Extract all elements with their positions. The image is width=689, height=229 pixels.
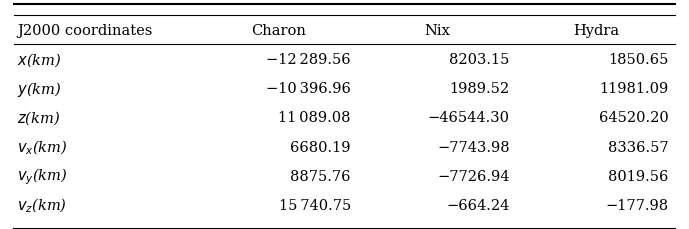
Text: −7726.94: −7726.94	[437, 169, 510, 183]
Text: $y$(km): $y$(km)	[17, 79, 62, 98]
Text: $v_z$(km): $v_z$(km)	[17, 196, 68, 214]
Text: −12 289.56: −12 289.56	[266, 53, 351, 67]
Text: −664.24: −664.24	[446, 198, 510, 212]
Text: 1850.65: 1850.65	[608, 53, 668, 67]
Text: 6680.19: 6680.19	[290, 140, 351, 154]
Text: $x$(km): $x$(km)	[17, 51, 62, 68]
Text: 8019.56: 8019.56	[608, 169, 668, 183]
Text: Nix: Nix	[424, 24, 450, 38]
Text: 11 089.08: 11 089.08	[278, 111, 351, 125]
Text: J2000 coordinates: J2000 coordinates	[17, 24, 152, 38]
Text: 8875.76: 8875.76	[290, 169, 351, 183]
Text: $z$(km): $z$(km)	[17, 109, 61, 127]
Text: 1989.52: 1989.52	[449, 82, 510, 96]
Text: −177.98: −177.98	[605, 198, 668, 212]
Text: $v_x$(km): $v_x$(km)	[17, 138, 68, 156]
Text: 8336.57: 8336.57	[608, 140, 668, 154]
Text: Charon: Charon	[251, 24, 306, 38]
Text: 64520.20: 64520.20	[599, 111, 668, 125]
Text: −7743.98: −7743.98	[437, 140, 510, 154]
Text: 8203.15: 8203.15	[449, 53, 510, 67]
Text: −46544.30: −46544.30	[428, 111, 510, 125]
Text: $v_y$(km): $v_y$(km)	[17, 166, 68, 186]
Text: Hydra: Hydra	[573, 24, 619, 38]
Text: −10 396.96: −10 396.96	[266, 82, 351, 96]
Text: 11981.09: 11981.09	[599, 82, 668, 96]
Text: 15 740.75: 15 740.75	[278, 198, 351, 212]
